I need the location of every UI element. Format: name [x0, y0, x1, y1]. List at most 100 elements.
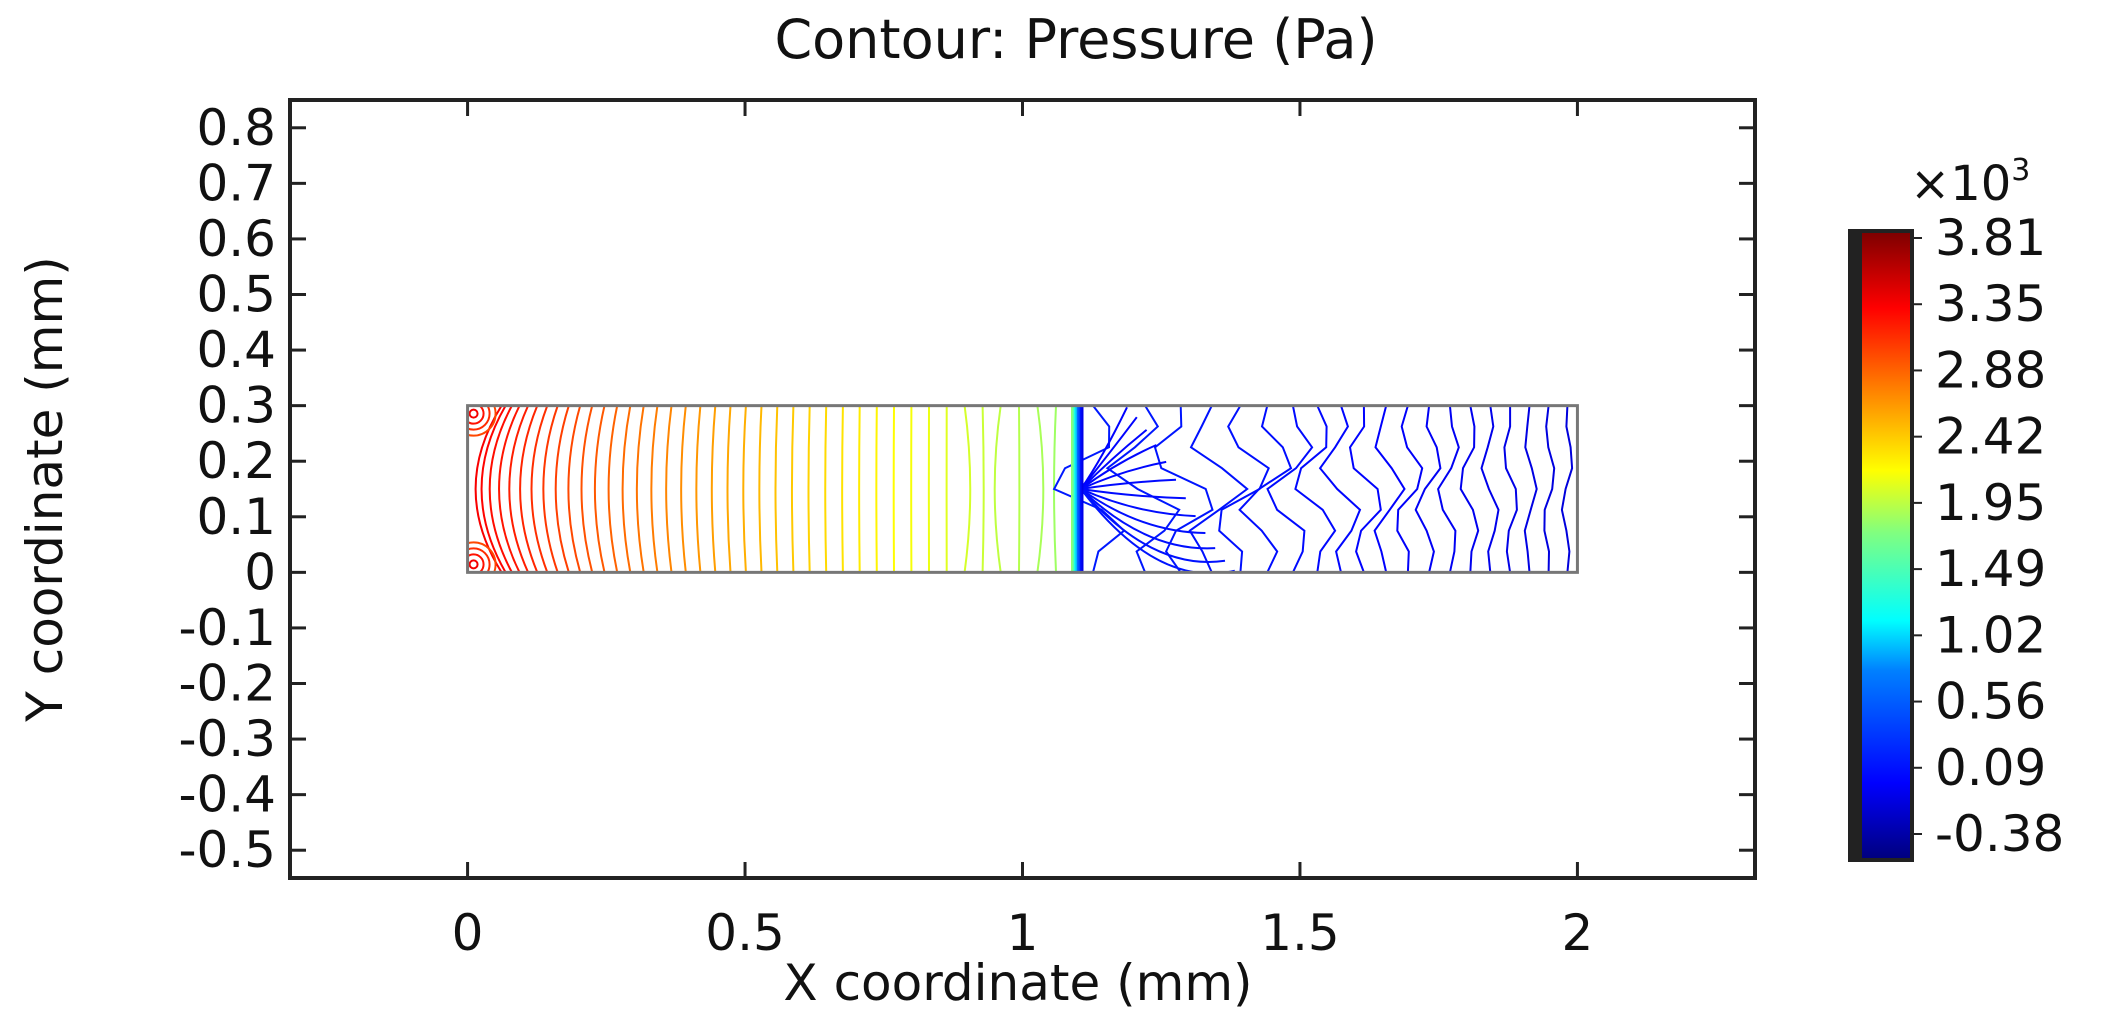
contour-line	[480, 405, 507, 573]
y-tick-label: 0.7	[196, 154, 276, 212]
contour-line	[758, 405, 763, 573]
contour-line	[841, 405, 844, 573]
contour-line	[1318, 405, 1362, 573]
contour-line	[742, 405, 747, 573]
contour-line	[1480, 405, 1500, 573]
contour-line	[467, 405, 497, 437]
contour-line	[567, 405, 582, 573]
contour-line	[519, 405, 539, 573]
x-tick-label: 2	[1562, 904, 1594, 962]
contour-line	[1080, 488, 1216, 550]
contour-line	[1080, 444, 1157, 490]
contour-line	[474, 405, 503, 573]
contour-line	[1560, 405, 1574, 573]
contour-line	[807, 405, 811, 573]
interface-boundary	[1070, 405, 1084, 573]
contour-line	[467, 405, 485, 425]
contour-line	[530, 405, 549, 573]
contour-line	[467, 405, 491, 431]
contour-line	[1523, 405, 1538, 573]
contour-line	[542, 405, 559, 573]
plot-frame	[288, 98, 1757, 880]
y-tick-label: 0	[244, 543, 276, 601]
contour-line	[467, 541, 497, 573]
contour-line	[710, 405, 717, 573]
contour-line	[981, 405, 985, 573]
contour-line	[1080, 488, 1206, 534]
contour-line	[1080, 488, 1236, 573]
y-tick-label: 0.6	[196, 210, 276, 268]
y-axis-title: Y coordinate (mm)	[16, 256, 74, 722]
contour-line	[1459, 405, 1480, 573]
y-tick-label: -0.4	[178, 766, 276, 824]
contour-line	[1153, 405, 1214, 573]
contour-line	[1373, 405, 1406, 573]
contour-line	[1437, 405, 1460, 573]
contour-line	[1543, 405, 1556, 573]
x-tick-label: 0.5	[705, 904, 785, 962]
contour-line	[1188, 405, 1249, 573]
contour-line	[468, 408, 479, 419]
colorbar-label: 1.02	[1935, 606, 2046, 664]
y-tick-label: 0.5	[196, 266, 276, 324]
contour-line	[593, 405, 606, 573]
contour-line	[680, 405, 687, 573]
contour-line	[993, 405, 1002, 573]
contour-line	[1348, 405, 1382, 573]
colorbar-label: 1.95	[1935, 474, 2046, 532]
contour-line	[508, 405, 530, 573]
contour-line	[1080, 488, 1196, 518]
contour-line	[695, 405, 702, 573]
contour-line	[1294, 405, 1337, 573]
contour-line	[650, 405, 659, 573]
colorbar-label: 1.49	[1935, 540, 2046, 598]
domain-outline	[466, 404, 1579, 574]
x-tick-label: 1.5	[1260, 904, 1340, 962]
contour-line	[607, 405, 619, 573]
contour-lines-inlet	[467, 405, 1057, 573]
contour-line	[824, 405, 828, 573]
y-tick-label: 0.4	[196, 321, 276, 379]
chart-title: Contour: Pressure (Pa)	[774, 8, 1377, 71]
y-tick-label: -0.1	[178, 599, 276, 657]
contour-line	[621, 405, 632, 573]
contour-line	[488, 405, 513, 573]
contour-line	[1036, 405, 1045, 573]
y-tick-label: 0.2	[196, 432, 276, 490]
y-tick-label: -0.5	[178, 821, 276, 879]
y-tick-label: -0.3	[178, 710, 276, 768]
contour-line	[1266, 405, 1314, 573]
colorbar-gradient	[1862, 233, 1910, 858]
contour-line	[1238, 405, 1293, 573]
contour-line	[1414, 405, 1442, 573]
contour-line	[665, 405, 673, 573]
contour-line	[963, 405, 972, 573]
colorbar-label: 0.09	[1935, 739, 2046, 797]
contour-line	[1080, 478, 1177, 490]
contour-line	[1080, 488, 1226, 563]
contour-line	[580, 405, 594, 573]
contour-line	[467, 547, 491, 573]
colorbar-label: -0.38	[1935, 805, 2064, 863]
contour-line	[1080, 488, 1186, 500]
contour-line	[790, 405, 795, 573]
contour-line	[498, 405, 521, 573]
x-tick-label: 1	[1007, 904, 1039, 962]
contour-line	[635, 405, 645, 573]
colorbar-label: 2.42	[1935, 408, 2046, 466]
colorbar: ×103 3.81 3.35 2.88 2.42 1.95 1.49 1.02 0.56 0.0…	[1848, 153, 2064, 863]
contour-line	[774, 405, 779, 573]
x-axis-title: X coordinate (mm)	[783, 954, 1252, 1012]
colorbar-labels: 3.81 3.35 2.88 2.42 1.95 1.49 1.02 0.56 0.09 -0.3…	[1914, 209, 2064, 863]
contour-line	[467, 553, 485, 573]
contour-line	[554, 405, 570, 573]
colorbar-label: 0.56	[1935, 673, 2046, 731]
x-tick-label: 0	[452, 904, 484, 962]
y-tick-label: 0.3	[196, 377, 276, 435]
contour-lines-outlet	[1052, 405, 1574, 573]
contour-line	[1080, 460, 1167, 490]
colorbar-multiplier: ×103	[1910, 153, 2030, 212]
colorbar-label: 3.81	[1935, 209, 2046, 267]
contour-line	[468, 559, 479, 570]
